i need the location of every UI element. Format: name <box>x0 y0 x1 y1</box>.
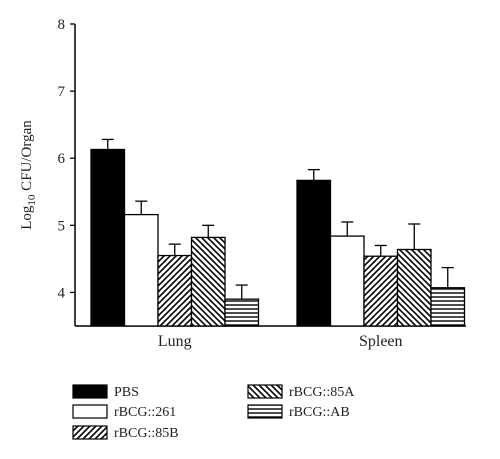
bar-series <box>90 148 466 327</box>
x-axis-category-labels: Lung Spleen <box>158 333 403 350</box>
bar-spleen-2 <box>363 255 399 327</box>
y-axis-title-log: Log <box>19 205 35 230</box>
plot-area: 4 5 6 7 8 Lung Spleen <box>58 17 466 350</box>
bar-spleen-3 <box>396 248 432 327</box>
y-tick-label: 7 <box>58 84 66 100</box>
y-tick-label: 5 <box>58 218 66 234</box>
legend-swatch-1 <box>72 404 108 419</box>
y-tick-label: 4 <box>58 285 66 301</box>
legend-label-3: rBCG::85A <box>289 385 355 400</box>
bar-lung-0 <box>90 148 126 327</box>
legend-swatch-2 <box>72 425 108 440</box>
legend-swatch-3 <box>247 384 283 399</box>
x-category-label-lung: Lung <box>158 333 192 350</box>
legend-label-2: rBCG::85B <box>114 426 179 441</box>
y-axis-title-rest: CFU/Organ <box>19 120 35 195</box>
error-bars <box>101 138 454 300</box>
x-category-label-spleen: Spleen <box>359 333 403 350</box>
bar-spleen-1 <box>329 235 365 327</box>
legend-label-4: rBCG::AB <box>289 405 350 420</box>
legend-swatch-0 <box>72 384 108 399</box>
legend-label-1: rBCG::261 <box>114 405 176 420</box>
y-tick-label: 6 <box>58 151 66 167</box>
y-axis-title-subscript: 10 <box>26 194 38 206</box>
y-axis-ticks: 4 5 6 7 8 <box>58 17 75 301</box>
bar-lung-2 <box>157 254 193 327</box>
bar-spleen-4 <box>430 287 466 327</box>
legend-label-0: PBS <box>114 385 139 400</box>
y-tick-label: 8 <box>58 17 66 33</box>
bar-lung-1 <box>123 213 159 327</box>
legend-swatch-4 <box>247 404 283 419</box>
bar-lung-3 <box>190 236 226 327</box>
bar-spleen-0 <box>296 179 332 327</box>
bar-lung-4 <box>224 298 260 327</box>
y-axis-title: Log10 CFU/Organ <box>19 120 38 230</box>
